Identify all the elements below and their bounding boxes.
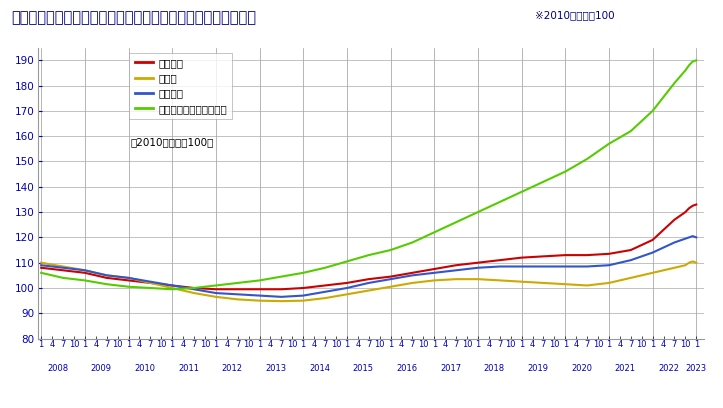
Text: 2023: 2023 xyxy=(685,364,707,373)
Text: 2013: 2013 xyxy=(265,364,286,373)
Text: 2020: 2020 xyxy=(571,364,592,373)
Text: 2008: 2008 xyxy=(47,364,68,373)
Text: 2018: 2018 xyxy=(484,364,505,373)
Text: ＜不動産価格指数（住宅）（令和５年１月分・季節調整値）＞: ＜不動産価格指数（住宅）（令和５年１月分・季節調整値）＞ xyxy=(11,10,256,25)
Text: 2014: 2014 xyxy=(309,364,330,373)
Text: ※2010年平均＝100: ※2010年平均＝100 xyxy=(535,10,615,20)
Text: 2017: 2017 xyxy=(440,364,461,373)
Text: 2009: 2009 xyxy=(90,364,112,373)
Text: （2010年平均＝100）: （2010年平均＝100） xyxy=(131,137,214,147)
Text: 2021: 2021 xyxy=(615,364,636,373)
Text: 2015: 2015 xyxy=(353,364,374,373)
Text: 2010: 2010 xyxy=(134,364,155,373)
Text: 2012: 2012 xyxy=(222,364,243,373)
Legend: 住宅総合, 住宅地, 戸建住宅, マンション（区分所有）: 住宅総合, 住宅地, 戸建住宅, マンション（区分所有） xyxy=(129,53,233,119)
Text: 2016: 2016 xyxy=(396,364,417,373)
Text: 2011: 2011 xyxy=(178,364,199,373)
Text: 2019: 2019 xyxy=(528,364,549,373)
Text: 2022: 2022 xyxy=(659,364,680,373)
